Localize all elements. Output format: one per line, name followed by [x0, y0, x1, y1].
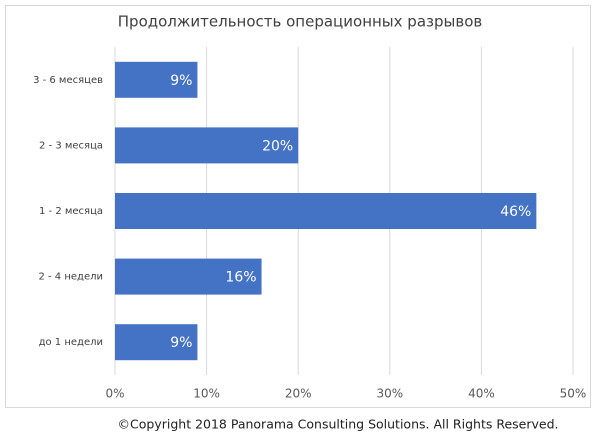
bar	[115, 127, 299, 164]
y-tick-label: 2 - 3 месяца	[39, 140, 103, 151]
value-label: 20%	[262, 138, 293, 154]
bar	[115, 324, 198, 361]
value-label: 9%	[170, 73, 192, 89]
x-tick-label: 30%	[376, 387, 403, 401]
x-tick-label: 20%	[285, 387, 312, 401]
y-tick-label: 1 - 2 месяца	[39, 206, 103, 217]
x-tick-label: 10%	[193, 387, 220, 401]
bar	[115, 61, 198, 98]
chart-title: Продолжительность операционных разрывов	[118, 13, 482, 31]
bar	[115, 193, 537, 229]
value-label: 9%	[170, 335, 192, 351]
x-tick-label: 40%	[468, 387, 495, 401]
y-tick-label: 2 - 4 недели	[38, 272, 103, 283]
value-label: 16%	[225, 270, 256, 286]
y-tick-label: 3 - 6 месяцев	[33, 75, 103, 86]
x-tick-label: 0%	[105, 387, 124, 401]
bar	[115, 258, 262, 295]
value-label: 46%	[500, 204, 531, 220]
copyright: ©Copyright 2018 Panorama Consulting Solu…	[118, 417, 559, 432]
x-tick-label: 50%	[560, 387, 587, 401]
y-tick-label: до 1 недели	[39, 337, 103, 348]
